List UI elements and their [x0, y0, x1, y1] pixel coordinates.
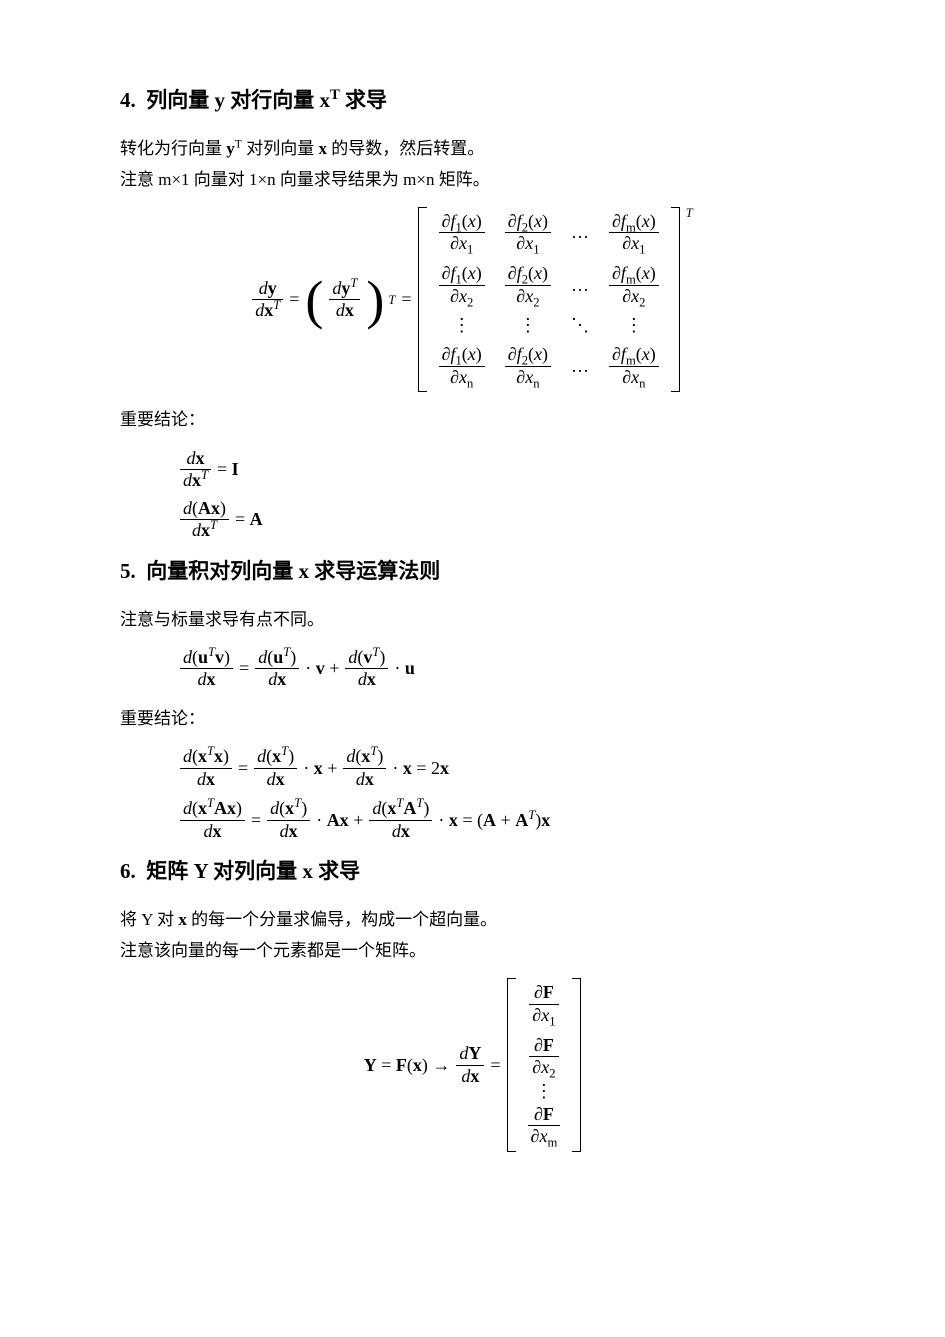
section4-main-formula: dy dxT = ( dyT dx )T = ∂f1(x)∂x1 ∂f2(x)∂…	[120, 207, 825, 393]
column-vector-matrix: ∂F∂x1 ∂F∂x2 ⋮ ∂F∂xm	[518, 978, 571, 1152]
section5-number: 5.	[120, 559, 136, 583]
section6-heading: 6. 矩阵 Y 对列向量 x 求导	[120, 856, 825, 888]
section5-conclusion-label: 重要结论：	[120, 705, 825, 732]
section5-para1: 注意与标量求导有点不同。	[120, 606, 825, 633]
section6-main-formula: Y = F(x) → dY dx = ∂F∂x1 ∂F∂x2 ⋮ ∂F∂xm	[120, 978, 825, 1152]
section4-conclusion-formulas: dx dxT = I d(Ax) dxT = A	[180, 448, 825, 542]
section4-conclusion-label: 重要结论：	[120, 406, 825, 433]
section5-conclusion-formulas: d(xTx) dx = d(xT) dx · x + d(xT) dx · x …	[180, 746, 825, 842]
section5-heading: 5. 向量积对列向量 x 求导运算法则	[120, 556, 825, 588]
section4-para2: 注意 m×1 向量对 1×n 向量求导结果为 m×n 矩阵。	[120, 166, 825, 193]
section6-para2: 注意该向量的每一个元素都是一个矩阵。	[120, 937, 825, 964]
jacobian-matrix: ∂f1(x)∂x1 ∂f2(x)∂x1 … ∂fm(x)∂x1 ∂f1(x)∂x…	[429, 207, 669, 393]
section6-para1: 将 Y 对 x 的每一个分量求偏导，构成一个超向量。	[120, 906, 825, 933]
section4-number: 4.	[120, 88, 136, 112]
page-content: 4. 列向量 y 对行向量 xT 求导 转化为行向量 yT 对列向量 x 的导数…	[0, 0, 945, 1226]
section4-para1: 转化为行向量 yT 对列向量 x 的导数，然后转置。	[120, 135, 825, 162]
section4-heading: 4. 列向量 y 对行向量 xT 求导	[120, 85, 825, 117]
section6-number: 6.	[120, 859, 136, 883]
section5-main-formula: d(uTv) dx = d(uT) dx · v + d(vT) dx · u	[180, 647, 825, 691]
